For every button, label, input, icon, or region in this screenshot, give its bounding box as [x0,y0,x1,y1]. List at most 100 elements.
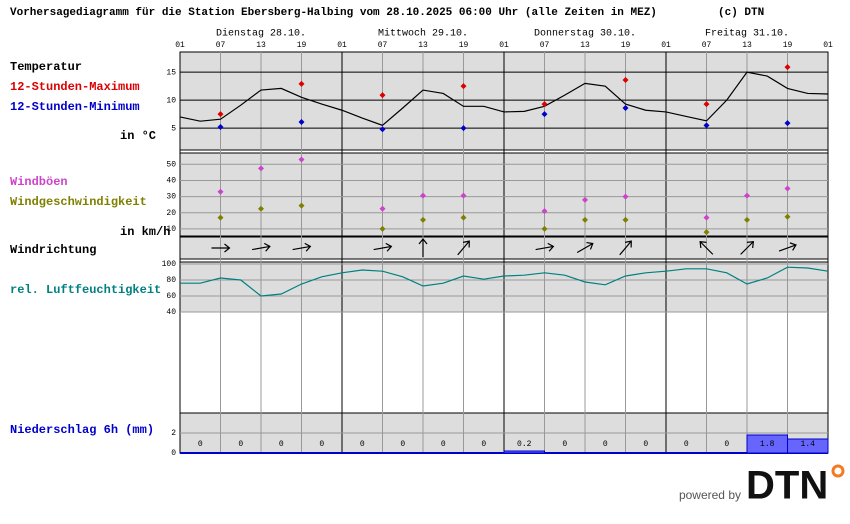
x-tick-label: 13 [418,41,428,50]
marker [379,225,386,232]
bar-label: 0 [603,440,608,449]
wind-arrow [576,241,594,254]
wind-label: Windgeschwindigkeit [10,195,147,209]
x-tick-label: 19 [459,41,469,50]
y-tick-label: 50 [166,160,176,169]
wind-arrow [457,240,470,256]
line [179,71,829,127]
marker [582,196,588,203]
x-tick-label: 13 [256,41,266,50]
wind-arrow [373,242,393,252]
bar-label: 0 [198,440,203,449]
y-tick-label: 100 [162,260,177,269]
marker [703,214,710,221]
hum-label: rel. Luftfeuchtigkeit [10,283,161,297]
bar-label: 0 [562,440,567,449]
bar-label: 0 [238,440,243,449]
wind-arrow [699,240,714,255]
wind-unit: in km/h [120,225,170,239]
marker [541,225,548,232]
marker [298,119,305,125]
wind-arrow [778,242,797,252]
marker [420,192,426,199]
bar-label: 0 [441,440,446,449]
marker [379,126,386,133]
x-tick-label: 01 [337,41,347,50]
bar-label: 0 [279,440,284,449]
marker [298,80,305,87]
min-label: 12-Stunden-Minimum [10,100,140,114]
y-tick-label: 40 [166,308,176,317]
marker [217,111,224,118]
marker [420,216,426,223]
x-tick-label: 07 [702,41,712,50]
y-tick-label: 20 [166,209,176,218]
y-tick-label: 30 [166,193,176,202]
marker [744,216,750,223]
gust-label: Windböen [10,175,68,189]
marker [298,202,305,209]
bar-label: 0 [319,440,324,449]
marker [744,192,750,199]
x-tick-label: 01 [175,41,185,50]
marker [217,214,224,221]
marker [460,192,467,199]
y-tick-label: 10 [166,96,176,105]
marker [298,156,305,163]
bar [787,438,829,454]
wind-arrow [252,242,271,252]
marker [541,111,548,118]
logo: DTN [746,464,828,508]
marker [784,185,791,192]
wind-arrow [740,240,755,255]
y-tick-label: 40 [166,177,176,186]
marker [541,101,548,108]
day-label: Donnerstag 30.10. [534,29,636,40]
marker [379,92,386,99]
y-tick-label: 10 [166,225,176,234]
y-tick-label: 0 [171,449,176,458]
marker [622,77,629,83]
logo-dot [831,464,845,478]
line [180,266,829,297]
marker [784,64,791,71]
bar-label: 1.8 [760,440,775,449]
marker [703,229,710,236]
wind-arrow [418,238,428,257]
x-tick-label: 19 [783,41,793,50]
marker [541,208,548,215]
wind-arrow [211,243,231,253]
y-tick-label: 60 [166,292,176,301]
marker [460,125,467,132]
bar-label: 0 [724,440,729,449]
x-tick-label: 01 [499,41,509,50]
marker [622,216,629,223]
marker [217,124,224,131]
bar-label: 0 [643,440,648,449]
prec-label: Niederschlag 6h (mm) [10,423,154,437]
y-tick-label: 80 [166,276,176,285]
x-tick-label: 13 [580,41,590,50]
marker [784,213,791,220]
max-label: 12-Stunden-Maximum [10,80,140,94]
x-tick-label: 19 [621,41,631,50]
x-tick-label: 13 [742,41,752,50]
copyright: (c) DTN [718,7,764,19]
temp-label: Temperatur [10,60,82,74]
x-tick-label: 07 [378,41,388,50]
marker [217,188,224,195]
bar-label: 0.2 [517,440,532,449]
title: Vorhersagediagramm für die Station Ebers… [10,7,657,19]
marker [703,122,710,129]
marker [703,101,710,108]
marker [460,83,467,90]
bar-label: 0 [360,440,365,449]
y-tick-label: 2 [171,429,176,438]
marker [258,205,264,212]
day-label: Dienstag 28.10. [216,28,306,40]
powered-by: powered by [679,488,741,502]
bar [503,450,545,454]
marker [622,105,629,111]
day-label: Mittwoch 29.10. [378,28,468,40]
